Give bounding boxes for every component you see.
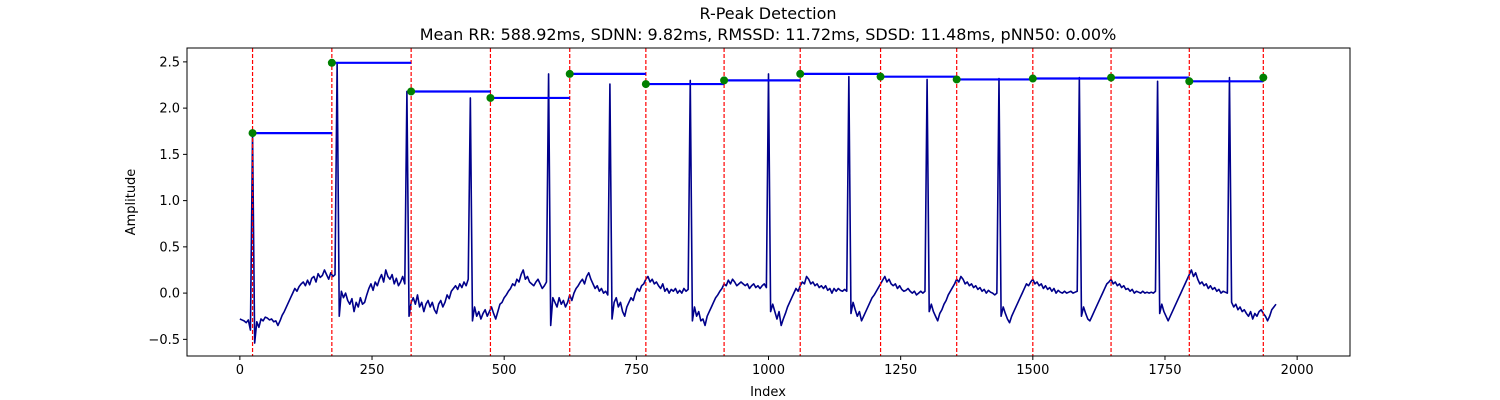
r-peak-marker-8 — [796, 69, 805, 78]
x-tick-label-0: 0 — [236, 363, 244, 378]
r-peak-marker-13 — [1185, 77, 1194, 86]
r-peak-marker-14 — [1259, 73, 1268, 82]
ecg-signal-line — [239, 62, 1277, 344]
plot-marks — [239, 48, 1277, 356]
x-tick-label-1750: 1750 — [1148, 363, 1181, 378]
r-peak-marker-9 — [876, 72, 885, 81]
r-peak-marker-10 — [952, 75, 961, 84]
r-peak-marker-2 — [327, 58, 336, 67]
chart-subtitle: Mean RR: 588.92ms, SDNN: 9.82ms, RMSSD: … — [420, 25, 1117, 44]
y-tick-label-0.5: 0.5 — [159, 240, 180, 255]
r-peak-marker-6 — [641, 80, 650, 89]
x-tick-label-500: 500 — [492, 363, 517, 378]
y-tick-label-1.5: 1.5 — [159, 148, 180, 163]
y-tick-label-2: 2.0 — [159, 102, 180, 117]
x-tick-label-1250: 1250 — [884, 363, 917, 378]
y-axis-ticks: −0.5 0.0 0.5 1.0 1.5 2.0 2.5 — [148, 55, 187, 348]
y-tick-label--0.5: −0.5 — [148, 333, 180, 348]
r-peak-marker-11 — [1028, 74, 1037, 83]
x-tick-label-1000: 1000 — [752, 363, 785, 378]
x-axis-label: Index — [750, 385, 786, 400]
r-peak-marker-4 — [486, 93, 495, 102]
x-tick-label-250: 250 — [360, 363, 385, 378]
x-tick-label-1500: 1500 — [1016, 363, 1049, 378]
r-peak-marker-3 — [407, 87, 416, 96]
x-tick-label-750: 750 — [624, 363, 649, 378]
y-axis-label: Amplitude — [124, 169, 139, 236]
y-tick-label-1: 1.0 — [159, 194, 180, 209]
r-peak-marker-1 — [248, 129, 257, 138]
x-axis-ticks: 0 250 500 750 1000 1250 1500 1750 2000 — [236, 356, 1314, 378]
r-peak-marker-7 — [720, 76, 729, 85]
chart-title: R-Peak Detection — [699, 4, 836, 23]
r-peak-marker-12 — [1107, 73, 1116, 82]
r-peak-marker-5 — [565, 69, 574, 78]
y-tick-label-2.5: 2.5 — [159, 55, 180, 70]
x-tick-label-2000: 2000 — [1281, 363, 1314, 378]
y-tick-label-0: 0.0 — [159, 287, 180, 302]
